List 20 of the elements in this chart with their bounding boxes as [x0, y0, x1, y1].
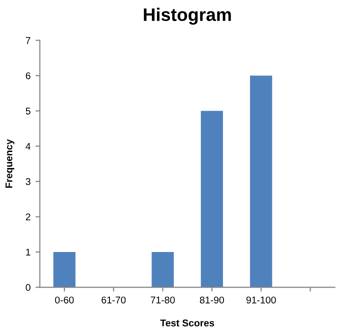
chart-title: Histogram	[144, 8, 231, 25]
x-tick-label: 81-90	[200, 296, 224, 304]
y-tick-label: 2	[26, 213, 30, 220]
bar	[200, 110, 223, 288]
y-tick-label: 7	[26, 37, 30, 44]
y-tick-label: 3	[26, 178, 30, 186]
x-tick-label: 61-70	[102, 296, 126, 304]
x-axis-title: Test Scores	[160, 320, 214, 326]
x-tick-label: 91-100	[246, 296, 276, 304]
x-tick-label: 0-60	[55, 296, 74, 304]
bar	[250, 76, 272, 288]
bar	[152, 252, 174, 288]
y-tick-label: 6	[26, 72, 30, 80]
bar	[53, 252, 76, 288]
y-tick-label: 4	[26, 142, 31, 150]
x-tick-label: 71-80	[150, 296, 175, 304]
y-tick-label: 1	[26, 248, 30, 256]
y-tick-label: 0	[26, 284, 30, 291]
y-tick-label: 5	[26, 108, 30, 114]
y-axis-title: Frequency	[6, 139, 14, 188]
